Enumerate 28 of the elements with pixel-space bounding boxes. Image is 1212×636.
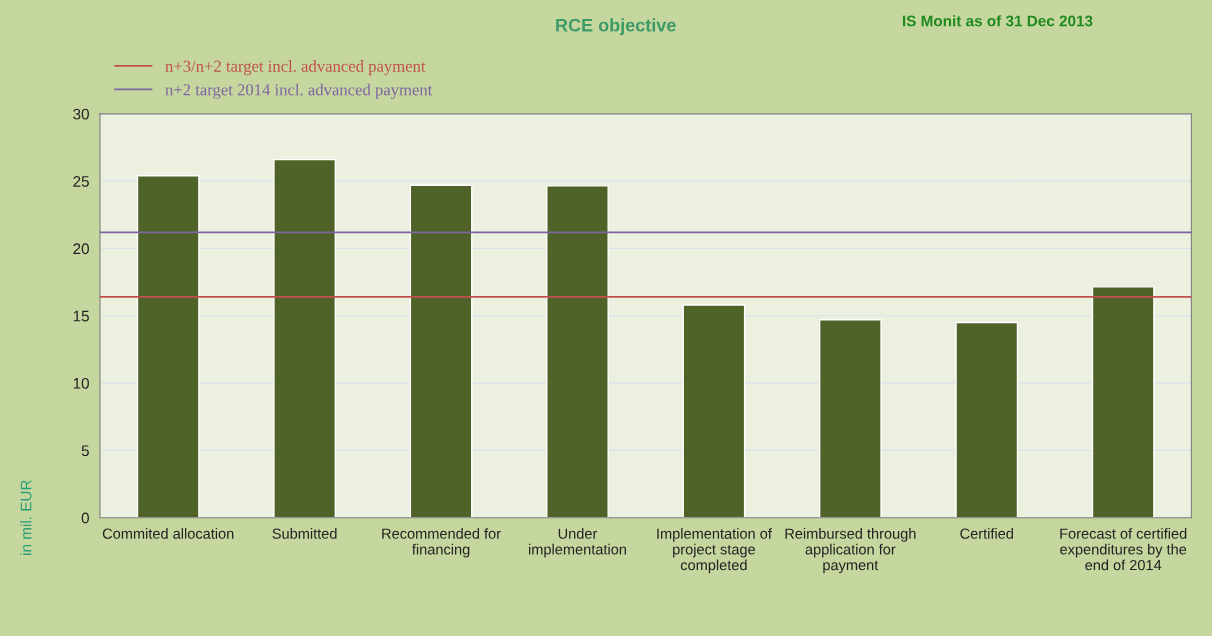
- bar: [682, 304, 746, 518]
- y-tick-label: 10: [73, 377, 89, 389]
- legend-label: n+3/n+2 target incl. advanced payment: [165, 60, 426, 76]
- x-tick-label: Under implementation: [529, 528, 626, 558]
- x-tick-label: Implementation of project stage completed: [657, 528, 772, 574]
- y-axis-title: in mil. EUR: [20, 480, 32, 555]
- x-tick-label: Recommended for financing: [382, 528, 501, 558]
- chart-title: RCE objective: [556, 18, 676, 36]
- y-tick-label: 20: [73, 243, 89, 255]
- bar: [955, 321, 1019, 518]
- y-tick-label: 0: [81, 512, 89, 524]
- x-tick-label: Commited allocation: [102, 528, 234, 539]
- text: IS Monit as of 31 Dec 2013: [902, 15, 1093, 27]
- y-tick-label: 5: [81, 445, 89, 457]
- y-tick-label: 15: [73, 310, 89, 322]
- bar: [409, 184, 473, 518]
- x-tick-label: Forecast of certified expenditures by the end of 2014: [1060, 528, 1187, 571]
- x-tick-label: Submitted: [272, 528, 337, 539]
- bar: [273, 158, 337, 518]
- y-tick-label: 25: [73, 176, 89, 187]
- bar: [546, 185, 609, 518]
- legend-label: n+2 target 2014 incl. advanced payment: [165, 83, 433, 99]
- y-tick-label: 30: [73, 108, 89, 120]
- x-tick-label: Reimbursed through application for payment: [785, 528, 916, 574]
- bar: [136, 175, 200, 518]
- x-tick-label: Certified: [960, 528, 1013, 539]
- bar: [1091, 286, 1155, 518]
- bar: [818, 319, 882, 518]
